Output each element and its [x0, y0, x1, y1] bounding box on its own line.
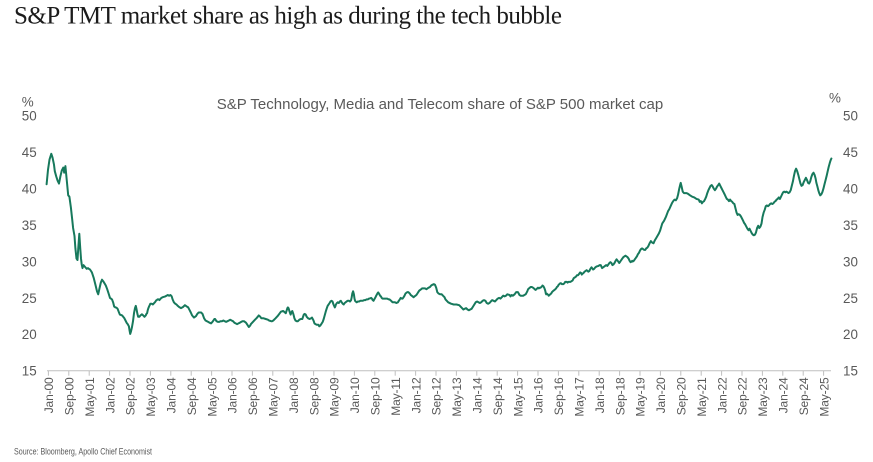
- svg-text:May-03: May-03: [144, 377, 158, 417]
- svg-text:Jan-18: Jan-18: [593, 377, 607, 413]
- svg-text:May-17: May-17: [573, 377, 587, 417]
- svg-text:S&P TMT market share as high a: S&P TMT market share as high as during t…: [14, 3, 562, 30]
- svg-text:35: 35: [22, 218, 37, 233]
- svg-text:50: 50: [22, 109, 37, 124]
- svg-text:May-13: May-13: [450, 377, 464, 417]
- svg-text:30: 30: [843, 254, 858, 269]
- svg-text:Sep-16: Sep-16: [552, 377, 566, 415]
- svg-text:Jan-24: Jan-24: [777, 377, 791, 413]
- svg-text:25: 25: [843, 291, 858, 306]
- svg-text:50: 50: [843, 109, 858, 124]
- svg-text:Sep-24: Sep-24: [797, 377, 811, 415]
- svg-text:Source: Bloomberg, Apollo Chie: Source: Bloomberg, Apollo Chief Economis…: [14, 447, 152, 457]
- svg-text:May-07: May-07: [267, 377, 281, 417]
- svg-text:Jan-02: Jan-02: [103, 377, 117, 413]
- svg-text:May-15: May-15: [511, 377, 525, 417]
- svg-text:May-23: May-23: [756, 377, 770, 417]
- svg-text:Sep-18: Sep-18: [613, 377, 627, 415]
- svg-text:20: 20: [22, 327, 37, 342]
- svg-text:May-05: May-05: [205, 377, 219, 417]
- svg-text:Sep-22: Sep-22: [736, 377, 750, 415]
- svg-text:30: 30: [22, 254, 37, 269]
- svg-text:45: 45: [22, 145, 37, 160]
- svg-text:%: %: [22, 94, 34, 109]
- svg-text:Sep-08: Sep-08: [307, 377, 321, 415]
- svg-text:May-09: May-09: [328, 377, 342, 417]
- svg-text:35: 35: [843, 218, 858, 233]
- svg-text:Jan-16: Jan-16: [532, 377, 546, 413]
- svg-text:Jan-14: Jan-14: [471, 377, 485, 413]
- svg-text:Sep-00: Sep-00: [63, 377, 77, 415]
- svg-text:Sep-02: Sep-02: [124, 377, 138, 415]
- svg-text:Sep-10: Sep-10: [369, 377, 383, 415]
- svg-text:May-11: May-11: [389, 377, 403, 416]
- svg-text:45: 45: [843, 145, 858, 160]
- svg-text:May-21: May-21: [695, 377, 709, 417]
- svg-text:Sep-06: Sep-06: [246, 377, 260, 415]
- svg-text:Sep-04: Sep-04: [185, 377, 199, 415]
- svg-text:Jan-20: Jan-20: [654, 377, 668, 413]
- svg-text:Jan-04: Jan-04: [165, 377, 179, 413]
- svg-text:Sep-20: Sep-20: [675, 377, 689, 415]
- svg-text:Jan-08: Jan-08: [287, 377, 301, 413]
- svg-text:May-01: May-01: [83, 377, 97, 417]
- svg-text:40: 40: [22, 182, 37, 197]
- svg-text:40: 40: [843, 182, 858, 197]
- svg-text:May-19: May-19: [634, 377, 648, 417]
- svg-text:Sep-14: Sep-14: [491, 377, 505, 415]
- svg-text:20: 20: [843, 327, 858, 342]
- svg-text:%: %: [829, 91, 841, 106]
- svg-text:Jan-06: Jan-06: [226, 377, 240, 413]
- svg-text:Jan-10: Jan-10: [348, 377, 362, 413]
- svg-text:S&P Technology, Media and Tele: S&P Technology, Media and Telecom share …: [217, 96, 663, 113]
- svg-text:15: 15: [843, 364, 858, 379]
- svg-text:May-25: May-25: [817, 377, 831, 417]
- svg-text:Jan-12: Jan-12: [409, 377, 423, 413]
- svg-text:25: 25: [22, 291, 37, 306]
- svg-text:15: 15: [22, 364, 37, 379]
- svg-text:Jan-00: Jan-00: [42, 377, 56, 413]
- svg-text:Sep-12: Sep-12: [430, 377, 444, 415]
- svg-text:Jan-22: Jan-22: [715, 377, 729, 413]
